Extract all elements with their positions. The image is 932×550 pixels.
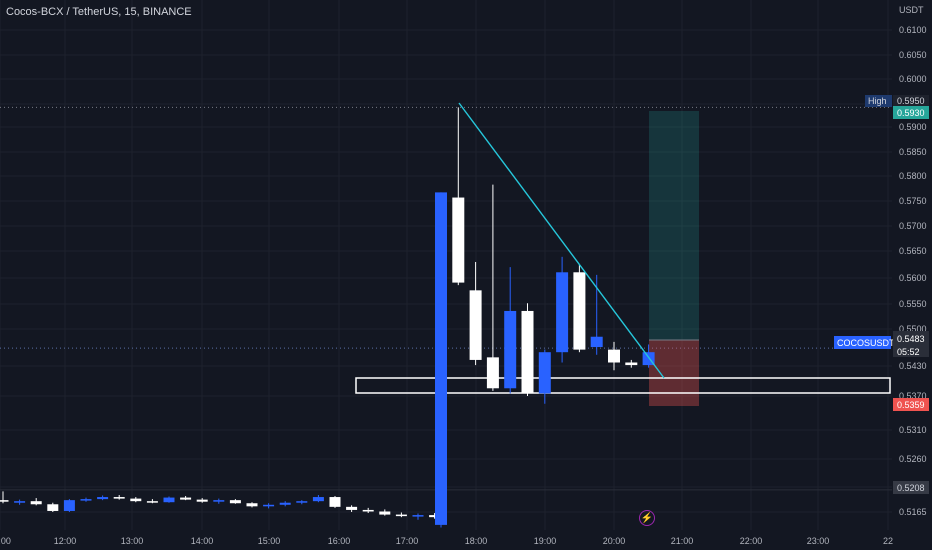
profit-zone xyxy=(649,111,699,340)
candle-body xyxy=(213,500,225,502)
candle-body xyxy=(196,499,208,502)
x-tick-label: 15:00 xyxy=(258,536,281,546)
candle-body xyxy=(362,509,374,512)
countdown-label: 05:52 xyxy=(897,347,920,357)
y-tick-label: 0.5370 xyxy=(899,391,927,401)
support-zone xyxy=(355,377,891,394)
candle-body xyxy=(435,192,447,525)
low-price-label: 0.5208 xyxy=(897,483,925,493)
y-tick-label: 0.5165 xyxy=(899,507,927,517)
y-tick-label: 0.5310 xyxy=(899,425,927,435)
candle-body xyxy=(14,501,26,503)
last-price-label: 0.5483 xyxy=(897,334,925,344)
candle-body xyxy=(346,506,358,510)
y-tick-label: 0.5700 xyxy=(899,221,927,231)
axis-currency: USDT xyxy=(899,5,924,15)
x-tick-label: 18:00 xyxy=(465,536,488,546)
candle-body xyxy=(521,310,534,394)
candle-body xyxy=(590,336,603,348)
candle-body xyxy=(180,497,192,500)
stop-price-tag xyxy=(893,398,929,411)
candle-body xyxy=(113,497,125,499)
candle-body xyxy=(469,290,482,360)
y-tick-label: 0.5260 xyxy=(899,454,927,464)
x-tick-label: 21:00 xyxy=(671,536,694,546)
candle-body xyxy=(47,504,59,511)
y-tick-label: 0.5600 xyxy=(899,273,927,283)
symbol-tag xyxy=(834,336,891,349)
y-tick-label: 0.5900 xyxy=(899,122,927,132)
candle-body xyxy=(538,352,551,394)
candle-body xyxy=(573,272,586,350)
trend-line xyxy=(458,102,665,379)
lightning-icon[interactable]: ⚡ xyxy=(639,510,655,526)
candle-body xyxy=(80,499,92,501)
candle-body xyxy=(97,497,109,500)
candle-body xyxy=(229,500,241,504)
chart-title: Cocos-BCX / TetherUS, 15, BINANCE xyxy=(6,6,192,18)
candle-body xyxy=(379,511,391,515)
last-price-tag xyxy=(893,331,929,357)
candle-body xyxy=(452,197,465,283)
candle-body xyxy=(263,504,275,507)
candle-body xyxy=(163,497,175,503)
candle-body xyxy=(556,272,569,353)
candle-body xyxy=(329,497,341,507)
x-tick-label: 19:00 xyxy=(534,536,557,546)
high-label: High xyxy=(868,96,887,106)
y-tick-label: 0.6100 xyxy=(899,25,927,35)
x-tick-label: 12:00 xyxy=(54,536,77,546)
x-tick-label: 11:00 xyxy=(0,536,11,546)
price-axis xyxy=(892,0,932,550)
x-tick-label: 16:00 xyxy=(328,536,351,546)
candle-body xyxy=(279,502,291,505)
candle-body xyxy=(296,501,308,503)
candle-body xyxy=(246,503,258,507)
x-tick-label: 17:00 xyxy=(396,536,419,546)
candle-body xyxy=(504,310,517,389)
y-tick-label: 0.5550 xyxy=(899,299,927,309)
y-tick-label: 0.5500 xyxy=(899,324,927,334)
candle-body xyxy=(30,501,42,505)
y-tick-label: 0.5430 xyxy=(899,361,927,371)
time-axis xyxy=(0,530,892,550)
y-tick-label: 0.5850 xyxy=(899,147,927,157)
y-tick-label: 0.5800 xyxy=(899,171,927,181)
loss-zone xyxy=(649,340,699,406)
candle-body xyxy=(486,357,499,389)
candle-body xyxy=(625,362,638,366)
target-price-label: 0.5930 xyxy=(897,108,925,118)
candle-body xyxy=(130,498,142,502)
candle-body xyxy=(429,515,441,518)
target-price-tag xyxy=(893,106,929,119)
y-tick-label: 0.5750 xyxy=(899,196,927,206)
symbol-label: COCOSUSDT xyxy=(837,338,895,348)
x-tick-label: 22 xyxy=(883,536,893,546)
y-tick-label: 0.6000 xyxy=(899,74,927,84)
candle-body xyxy=(63,500,75,511)
high-price-label: 0.5950 xyxy=(897,96,925,106)
candle-body xyxy=(312,497,324,502)
stop-price-label: 0.5359 xyxy=(897,400,925,410)
candle-body xyxy=(0,500,9,502)
x-tick-label: 22:00 xyxy=(740,536,763,546)
x-tick-label: 14:00 xyxy=(191,536,214,546)
candle-body xyxy=(608,349,620,363)
high-tag xyxy=(865,95,892,107)
candle-body xyxy=(395,514,407,517)
candle-body xyxy=(412,515,424,517)
y-tick-label: 0.5650 xyxy=(899,246,927,256)
low-price-tag xyxy=(893,481,929,494)
candle-body xyxy=(146,501,158,503)
x-tick-label: 20:00 xyxy=(603,536,626,546)
y-tick-label: 0.6050 xyxy=(899,50,927,60)
high-price-tag xyxy=(893,95,929,107)
x-tick-label: 13:00 xyxy=(121,536,144,546)
x-tick-label: 23:00 xyxy=(807,536,830,546)
